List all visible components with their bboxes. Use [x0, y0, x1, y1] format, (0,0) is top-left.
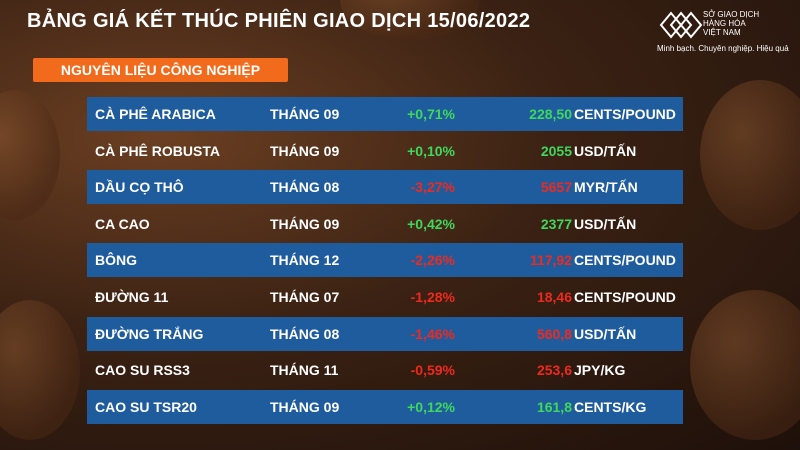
contract-month: THÁNG 07	[270, 289, 340, 305]
unit: USD/TẤN	[574, 215, 637, 232]
contract-month: THÁNG 11	[270, 362, 339, 379]
price: 560,8	[536, 325, 572, 342]
commodity: CAO SU RSS3	[95, 362, 190, 379]
commodity: ĐƯỜNG 11	[95, 289, 169, 305]
commodity: BÔNG	[95, 252, 137, 269]
logo-text: SỞ GIAO DỊCH	[703, 10, 760, 19]
change: -0,59%	[410, 362, 455, 379]
change: -3,27%	[410, 179, 455, 196]
contract-month: THÁNG 08	[270, 325, 340, 342]
price: 161,8	[536, 398, 572, 415]
table-row: CAO SU RSS3 THÁNG 11 -0,59% 253,6 JPY/KG	[87, 353, 683, 387]
table-row: DẦU CỌ THÔ THÁNG 08 -3,27% 5657 MYR/TẤN	[87, 170, 683, 205]
contract-month: THÁNG 09	[270, 106, 340, 122]
contract-month: THÁNG 09	[270, 398, 340, 415]
commodity: CÀ PHÊ ARABICA	[95, 106, 216, 122]
unit: JPY/KG	[574, 362, 626, 379]
commodity: CÀ PHÊ ROBUSTA	[95, 142, 220, 159]
commodity: CA CAO	[95, 215, 150, 232]
commodity: DẦU CỌ THÔ	[95, 179, 184, 196]
background-bean	[690, 290, 800, 440]
price: 2377	[540, 215, 572, 232]
table-row: ĐƯỜNG TRẮNG THÁNG 08 -1,46% 560,8 USD/TẤN	[87, 316, 683, 351]
logo: SỞ GIAO DỊCH HÀNG HÓA VIỆT NAM Minh bạch…	[655, 6, 795, 56]
contract-month: THÁNG 09	[270, 215, 340, 232]
commodity: ĐƯỜNG TRẮNG	[95, 325, 204, 342]
price: 117,92	[529, 252, 572, 269]
unit: CENTS/POUND	[574, 252, 676, 269]
unit: USD/TẤN	[574, 325, 637, 342]
background-bean	[700, 80, 800, 230]
change: -1,28%	[410, 289, 455, 305]
change: +0,42%	[407, 215, 455, 232]
logo-icon	[659, 11, 703, 39]
table-row: ĐƯỜNG 11 THÁNG 07 -1,28% 18,46 CENTS/POUND	[87, 280, 683, 314]
unit: CENTS/POUND	[574, 106, 676, 122]
unit: USD/TẤN	[574, 142, 637, 159]
section-label: NGUYÊN LIỆU CÔNG NGHIỆP	[33, 58, 288, 82]
commodity: CAO SU TSR20	[95, 398, 197, 415]
change: -2,26%	[410, 252, 455, 269]
background-bean	[0, 90, 60, 220]
unit: CENTS/KG	[574, 398, 647, 415]
change: +0,10%	[407, 142, 455, 159]
price: 228,50	[529, 106, 572, 122]
title: BẢNG GIÁ KẾT THÚC PHIÊN GIAO DỊCH 15/06/…	[27, 10, 531, 32]
unit: CENTS/POUND	[574, 289, 676, 305]
price: 18,46	[536, 289, 572, 305]
unit: MYR/TẤN	[574, 179, 638, 196]
table-row: CÀ PHÊ ROBUSTA THÁNG 09 +0,10% 2055 USD/TẤN	[87, 134, 683, 168]
logo-tagline: Minh bạch. Chuyên nghiệp. Hiệu quả	[657, 44, 789, 53]
logo-text: HÀNG HÓA	[703, 19, 746, 28]
contract-month: THÁNG 09	[270, 142, 340, 159]
background-bean	[0, 300, 80, 440]
price: 5657	[540, 179, 572, 196]
table-row: BÔNG THÁNG 12 -2,26% 117,92 CENTS/POUND	[87, 243, 683, 278]
change: +0,12%	[407, 398, 455, 415]
table-row: CÀ PHÊ ARABICA THÁNG 09 +0,71% 228,50 CENTS/…	[87, 97, 683, 131]
table-row: CA CAO THÁNG 09 +0,42% 2377 USD/TẤN	[87, 207, 683, 241]
contract-month: THÁNG 08	[270, 179, 340, 196]
price: 253,6	[536, 362, 572, 379]
table-row: CAO SU TSR20 THÁNG 09 +0,12% 161,8 CENTS/KG	[87, 389, 683, 424]
logo-text: VIỆT NAM	[703, 28, 741, 37]
change: -1,46%	[410, 325, 455, 342]
change: +0,71%	[407, 106, 455, 122]
price: 2055	[540, 142, 572, 159]
contract-month: THÁNG 12	[270, 252, 340, 269]
